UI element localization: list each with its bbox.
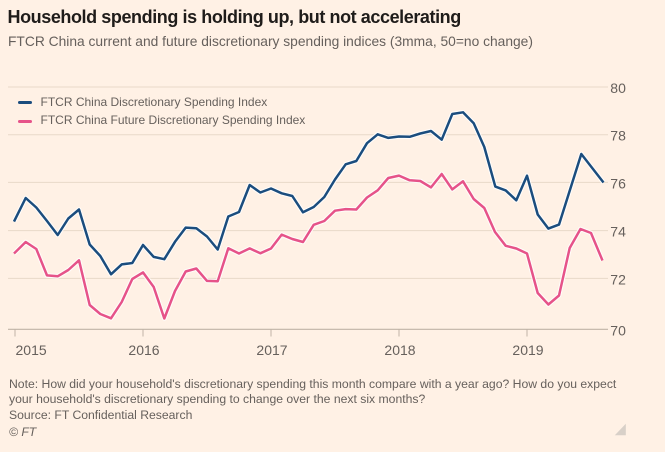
svg-text:78: 78 [610, 128, 626, 144]
svg-text:2018: 2018 [384, 342, 415, 358]
svg-text:72: 72 [610, 271, 626, 287]
svg-text:80: 80 [610, 80, 626, 96]
svg-text:2015: 2015 [16, 342, 47, 358]
svg-text:2017: 2017 [256, 342, 287, 358]
svg-text:74: 74 [610, 224, 626, 240]
svg-text:70: 70 [610, 323, 626, 339]
svg-text:2019: 2019 [512, 342, 543, 358]
svg-text:2016: 2016 [128, 342, 159, 358]
svg-text:76: 76 [610, 175, 626, 191]
